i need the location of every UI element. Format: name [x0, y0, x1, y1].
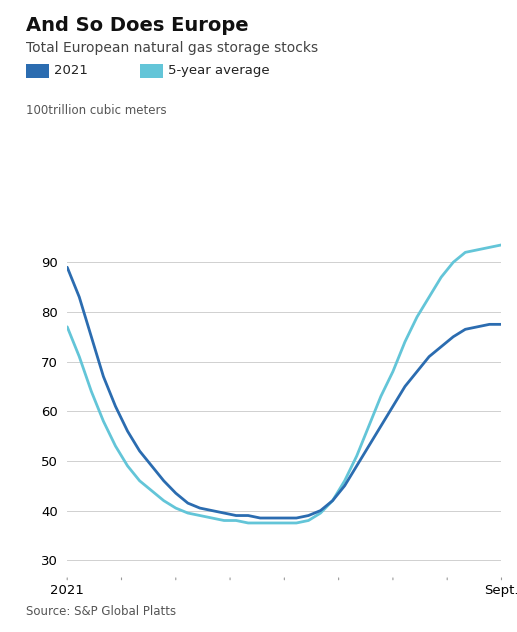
Text: And So Does Europe: And So Does Europe [26, 16, 249, 35]
Text: 2021: 2021 [54, 64, 88, 77]
Text: 100trillion cubic meters: 100trillion cubic meters [26, 104, 166, 118]
Text: Source: S&P Global Platts: Source: S&P Global Platts [26, 605, 176, 618]
Text: 5-year average: 5-year average [168, 64, 270, 77]
Text: Total European natural gas storage stocks: Total European natural gas storage stock… [26, 41, 318, 55]
